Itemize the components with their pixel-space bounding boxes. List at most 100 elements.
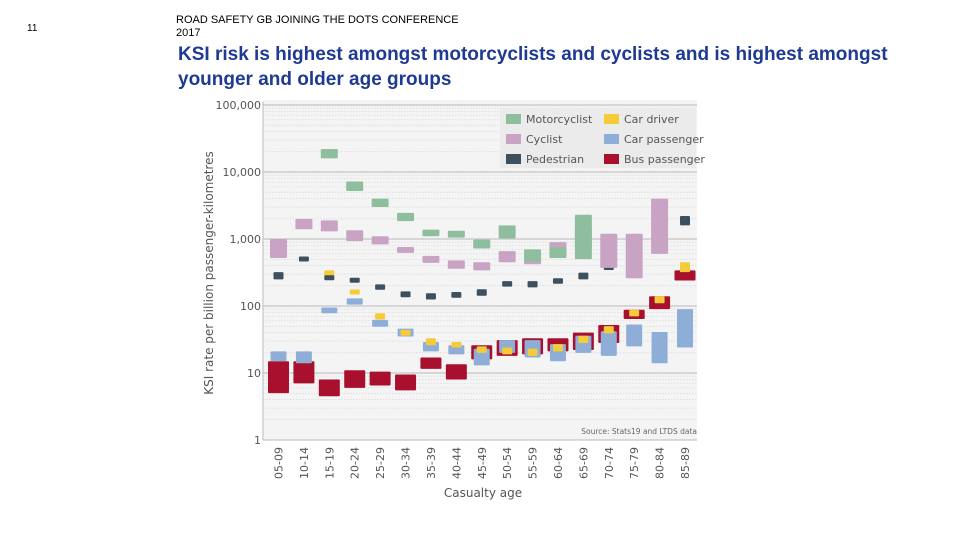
x-tick-label: 05-09 — [273, 447, 286, 479]
y-tick-label: 1 — [254, 434, 261, 447]
bar-motorcyclist-60-64 — [549, 246, 567, 259]
source-note: Source: Stats19 and LTDS data — [581, 427, 697, 436]
legend-label: Car driver — [624, 113, 679, 126]
bar-pedestrian-65-69 — [578, 272, 589, 280]
bar-bus-passenger-30-34 — [395, 374, 417, 391]
bar-car-driver-70-74 — [603, 326, 614, 334]
legend: Motorcyclist Cyclist Pedestrian Car driver C… — [500, 108, 705, 168]
bar-car-passenger-05-09 — [270, 351, 287, 362]
bar-car-passenger-10-14 — [295, 351, 312, 364]
legend-swatch — [604, 134, 619, 144]
bar-car-driver-55-59 — [527, 348, 538, 356]
legend-swatch — [604, 154, 619, 164]
legend-label: Pedestrian — [526, 153, 584, 166]
y-tick-label: 10,000 — [223, 166, 262, 179]
bar-motorcyclist-35-39 — [422, 229, 440, 237]
bar-bus-passenger-10-14 — [293, 361, 315, 384]
bar-car-passenger-75-79 — [626, 324, 643, 347]
legend-label: Bus passenger — [624, 153, 705, 166]
bar-pedestrian-60-64 — [552, 278, 563, 284]
x-tick-label: 15-19 — [323, 447, 336, 479]
y-tick-label: 100,000 — [216, 99, 262, 112]
bar-car-driver-40-44 — [451, 342, 462, 348]
legend-swatch — [506, 154, 521, 164]
x-tick-label: 55-59 — [527, 447, 540, 479]
bar-pedestrian-05-09 — [273, 272, 284, 280]
y-tick-label: 10 — [247, 367, 261, 380]
bar-cyclist-75-79 — [625, 233, 643, 279]
legend-swatch — [506, 114, 521, 124]
bar-pedestrian-10-14 — [298, 256, 309, 262]
bar-bus-passenger-35-39 — [420, 357, 442, 369]
bar-car-passenger-70-74 — [600, 331, 617, 356]
bar-pedestrian-35-39 — [425, 293, 436, 300]
x-tick-label: 25-29 — [374, 447, 387, 479]
bar-cyclist-30-34 — [397, 246, 415, 253]
bar-car-driver-50-54 — [502, 347, 513, 355]
bar-car-driver-85-89 — [680, 262, 690, 273]
x-tick-label: 50-54 — [501, 447, 514, 479]
x-tick-label: 40-44 — [450, 447, 463, 479]
bar-pedestrian-45-49 — [476, 289, 487, 296]
bar-car-passenger-25-29 — [372, 319, 389, 327]
bar-bus-passenger-40-44 — [445, 364, 467, 380]
bar-bus-passenger-15-19 — [318, 379, 340, 397]
bar-car-driver-25-29 — [375, 313, 386, 320]
legend-swatch — [604, 114, 619, 124]
x-axis-label: Casualty age — [444, 486, 522, 500]
bar-motorcyclist-25-29 — [371, 198, 389, 208]
x-tick-label: 75-79 — [628, 447, 641, 479]
slide-number: 11 — [27, 23, 38, 34]
bar-cyclist-80-84 — [651, 198, 669, 254]
bar-car-passenger-15-19 — [321, 307, 338, 314]
bar-bus-passenger-25-29 — [369, 371, 391, 386]
bar-car-passenger-45-49 — [473, 348, 490, 366]
x-tick-labels: 05-09 10-14 15-19 20-24 25-29 30-34 35-39 40-44… — [273, 447, 693, 479]
conference-label: ROAD SAFETY GB JOINING THE DOTS CONFEREN… — [176, 14, 459, 39]
legend-box — [500, 108, 696, 168]
bar-pedestrian-55-59 — [527, 281, 538, 288]
bar-pedestrian-85-89 — [680, 216, 690, 226]
y-axis-label: KSI rate per billion passenger-kilometre… — [202, 151, 216, 395]
bar-pedestrian-25-29 — [375, 284, 386, 290]
y-tick-labels: 100,000 10,000 1,000 100 10 1 — [216, 99, 262, 447]
bar-motorcyclist-20-24 — [346, 181, 364, 192]
legend-label: Motorcyclist — [526, 113, 593, 126]
bar-car-driver-45-49 — [476, 346, 487, 353]
bar-cyclist-10-14 — [295, 218, 313, 230]
bar-motorcyclist-65-69 — [574, 214, 592, 260]
bar-car-passenger-85-89 — [677, 309, 693, 348]
x-tick-label: 30-34 — [400, 447, 413, 479]
bar-cyclist-15-19 — [320, 220, 338, 232]
bar-car-driver-60-64 — [552, 344, 563, 352]
bar-pedestrian-15-19 — [324, 275, 335, 281]
bar-cyclist-40-44 — [447, 260, 465, 269]
bar-cyclist-20-24 — [346, 230, 364, 242]
bar-car-passenger-20-24 — [346, 298, 363, 305]
bar-cyclist-25-29 — [371, 236, 389, 245]
bar-motorcyclist-45-49 — [473, 239, 491, 249]
x-tick-label: 35-39 — [425, 447, 438, 479]
bar-pedestrian-20-24 — [349, 277, 360, 283]
bar-car-driver-30-34 — [400, 329, 411, 336]
y-tick-label: 1,000 — [230, 233, 262, 246]
bar-bus-passenger-20-24 — [344, 370, 366, 388]
bar-car-passenger-80-84 — [651, 331, 668, 364]
bar-cyclist-70-74 — [600, 233, 618, 268]
bar-motorcyclist-40-44 — [447, 230, 465, 238]
bar-cyclist-35-39 — [422, 255, 440, 263]
bar-cyclist-45-49 — [473, 262, 491, 271]
slide-title: KSI risk is highest amongst motorcyclist… — [178, 44, 888, 90]
bar-cyclist-05-09 — [270, 239, 287, 259]
range-bars — [268, 149, 696, 397]
bar-motorcyclist-30-34 — [397, 212, 415, 222]
x-tick-label: 60-64 — [552, 447, 565, 479]
x-tick-label: 65-69 — [577, 447, 590, 479]
bar-car-driver-80-84 — [654, 296, 665, 304]
bar-car-driver-35-39 — [425, 338, 436, 346]
y-tick-label: 100 — [240, 300, 261, 313]
x-tick-label: 10-14 — [298, 447, 311, 479]
x-tick-label: 85-89 — [679, 447, 692, 479]
bar-pedestrian-50-54 — [502, 281, 513, 287]
